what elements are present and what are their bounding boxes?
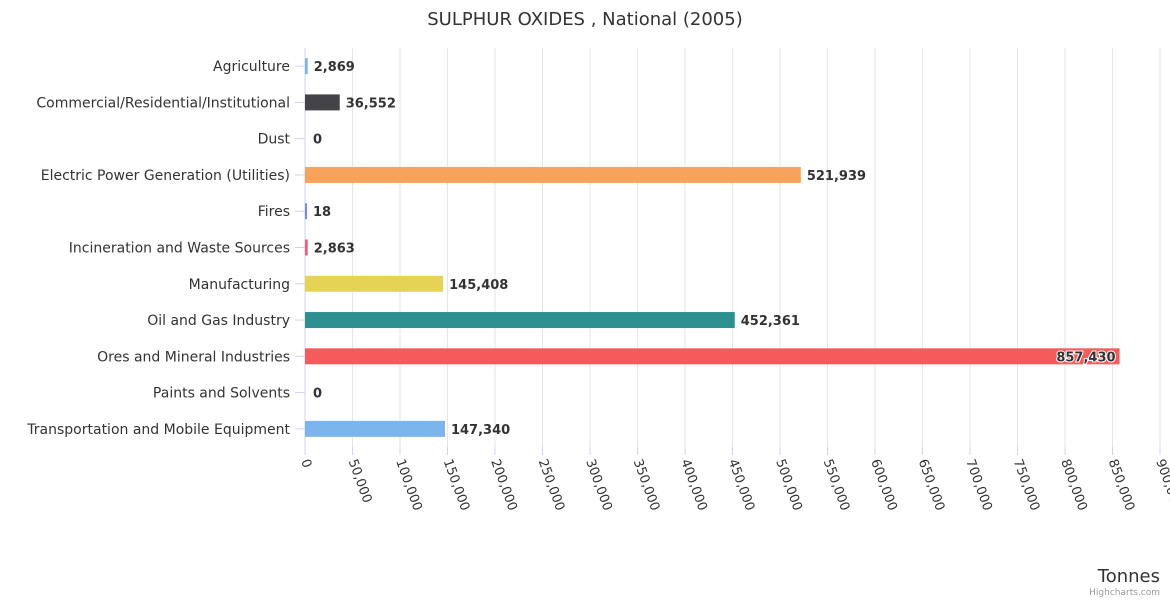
bars: Agriculture 2,869 Commercial/Residential/I… xyxy=(26,58,1120,438)
x-tick-label: 0 xyxy=(297,457,314,470)
data-label: 857,430 xyxy=(1056,350,1115,365)
data-label: 147,340 xyxy=(451,423,510,438)
data-label: 145,408 xyxy=(449,278,508,293)
x-tick-label: 750,000 xyxy=(1010,457,1042,513)
x-tick-label: 400,000 xyxy=(677,457,709,513)
x-tick-label: 900,000 xyxy=(1152,457,1170,513)
x-tick-label: 850,000 xyxy=(1105,457,1137,513)
bar xyxy=(305,203,307,220)
category-label: Transportation and Mobile Equipment xyxy=(26,422,290,438)
bar xyxy=(305,239,308,256)
category-label: Ores and Mineral Industries xyxy=(97,349,290,365)
x-tick-label: 350,000 xyxy=(630,457,662,513)
bar xyxy=(305,420,445,437)
x-tick-label: 50,000 xyxy=(345,457,375,505)
data-label: 36,552 xyxy=(346,96,396,111)
data-label: 0 xyxy=(313,387,322,402)
bar xyxy=(305,312,735,329)
category-label: Electric Power Generation (Utilities) xyxy=(41,168,290,184)
category-label: Commercial/Residential/Institutional xyxy=(36,95,290,111)
x-tick-label: 550,000 xyxy=(820,457,852,513)
x-axis-ticks: 0 50,000 100,000 150,000 200,000 250,000 300,0… xyxy=(297,447,1170,513)
category-label: Manufacturing xyxy=(189,277,290,293)
x-tick-label: 300,000 xyxy=(582,457,614,513)
x-tick-label: 500,000 xyxy=(772,457,804,513)
x-tick-label: 250,000 xyxy=(535,457,567,513)
chart-title: SULPHUR OXIDES , National (2005) xyxy=(427,9,742,30)
bar xyxy=(305,166,801,183)
category-label: Incineration and Waste Sources xyxy=(69,241,290,257)
data-label: 521,939 xyxy=(807,169,866,184)
x-axis-title: Tonnes xyxy=(1097,566,1160,587)
x-tick-label: 100,000 xyxy=(392,457,424,513)
category-label: Dust xyxy=(258,132,291,148)
category-label: Fires xyxy=(258,204,290,220)
x-tick-label: 700,000 xyxy=(962,457,994,513)
data-label: 2,863 xyxy=(314,242,355,257)
category-label: Agriculture xyxy=(213,59,290,75)
x-tick-label: 600,000 xyxy=(867,457,899,513)
bar xyxy=(305,348,1120,365)
data-label: 18 xyxy=(313,205,331,220)
data-label: 2,869 xyxy=(314,60,355,75)
category-label: Paints and Solvents xyxy=(153,386,290,402)
data-label: 0 xyxy=(313,133,322,148)
x-tick-label: 650,000 xyxy=(915,457,947,513)
data-label: 452,361 xyxy=(741,314,800,329)
x-tick-label: 200,000 xyxy=(487,457,519,513)
x-tick-label: 150,000 xyxy=(440,457,472,513)
gridlines xyxy=(295,48,1161,447)
credits[interactable]: Highcharts.com xyxy=(1089,588,1160,598)
bar xyxy=(305,58,308,75)
category-label: Oil and Gas Industry xyxy=(147,313,290,329)
x-tick-label: 800,000 xyxy=(1057,457,1089,513)
bar xyxy=(305,94,340,111)
bar xyxy=(305,275,444,292)
x-tick-label: 450,000 xyxy=(725,457,757,513)
